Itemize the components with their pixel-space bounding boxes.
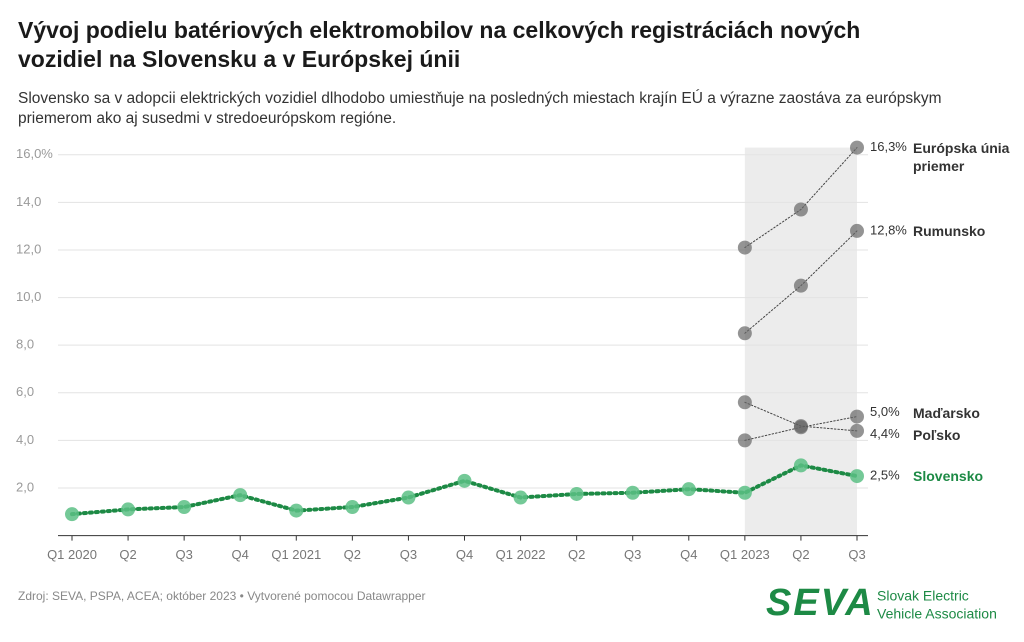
value-label: 16,3% [870, 139, 907, 154]
y-tick-label: 12,0 [16, 241, 41, 256]
data-point [850, 409, 864, 424]
data-point [513, 490, 528, 505]
data-point [681, 482, 696, 497]
x-tick-label: Q3 [400, 547, 417, 562]
series-label: Maďarsko [913, 404, 980, 421]
y-tick-label: 6,0 [16, 384, 34, 399]
data-point [793, 202, 808, 217]
data-point [65, 507, 79, 522]
data-point [345, 500, 360, 515]
data-point [569, 486, 584, 501]
data-point [625, 485, 640, 500]
x-tick-label: Q2 [119, 547, 136, 562]
value-label: 4,4% [870, 426, 900, 441]
value-label: 5,0% [870, 404, 900, 419]
data-point [737, 433, 752, 448]
data-point [457, 473, 472, 488]
data-point [850, 223, 864, 238]
data-point [793, 278, 808, 293]
x-tick-label: Q3 [175, 547, 192, 562]
y-tick-label: 8,0 [16, 337, 34, 352]
data-point [737, 326, 752, 341]
data-point [177, 500, 192, 515]
data-point [289, 503, 304, 518]
series-label: Rumunsko [913, 222, 986, 239]
y-tick-label: 14,0 [16, 194, 41, 209]
y-tick-label: 4,0 [16, 432, 34, 447]
data-point [793, 458, 808, 473]
data-point [850, 140, 864, 155]
x-tick-label: Q4 [232, 547, 249, 562]
logo-text: Vehicle Association [877, 606, 997, 622]
x-tick-label: Q1 2022 [496, 547, 546, 562]
data-point [850, 423, 864, 438]
value-label: 2,5% [870, 468, 900, 483]
data-point [737, 240, 752, 255]
x-tick-label: Q2 [792, 547, 809, 562]
x-tick-label: Q3 [624, 547, 641, 562]
x-tick-label: Q1 2023 [720, 547, 770, 562]
y-tick-label: 2,0 [16, 479, 34, 494]
logo-text: Slovak Electric [877, 588, 969, 604]
data-point [850, 469, 864, 484]
data-point [737, 485, 752, 500]
source: Zdroj: SEVA, PSPA, ACEA; október 2023 • … [18, 589, 426, 603]
x-tick-label: Q2 [568, 547, 585, 562]
x-tick-label: Q3 [848, 547, 865, 562]
x-tick-label: Q1 2021 [271, 547, 321, 562]
x-tick-label: Q4 [456, 547, 473, 562]
series-label: Slovensko [913, 468, 984, 485]
y-tick-label: 16,0% [16, 146, 53, 161]
chart-title: Vývoj podielu batériových elektromobilov… [18, 17, 861, 72]
series-label: Poľsko [913, 426, 961, 443]
data-point [121, 502, 136, 517]
series-label: Európska únia priemer [913, 139, 1010, 174]
data-point [793, 419, 808, 434]
x-tick-label: Q2 [344, 547, 361, 562]
data-point [233, 488, 248, 503]
logo-mark: SEVA [766, 582, 875, 624]
data-point [737, 395, 752, 410]
data-point [401, 490, 416, 505]
value-label: 12,8% [870, 222, 907, 237]
x-tick-label: Q1 2020 [47, 547, 97, 562]
x-tick-label: Q4 [680, 547, 697, 562]
chart-subtitle: Slovensko sa v adopcii elektrických vozi… [18, 90, 942, 127]
y-tick-label: 10,0 [16, 289, 41, 304]
